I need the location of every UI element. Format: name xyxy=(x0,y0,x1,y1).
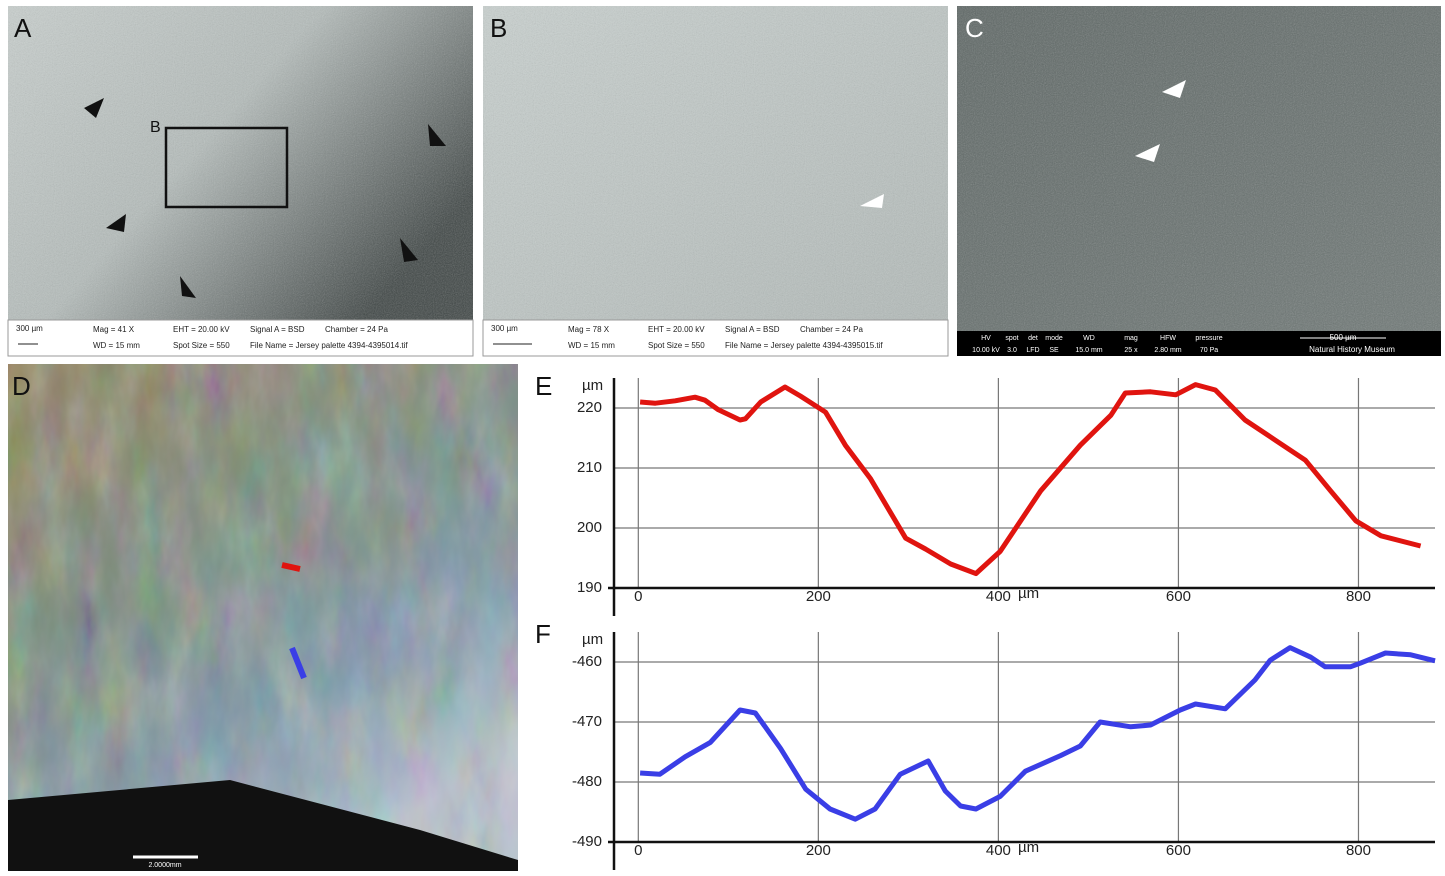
info-text: Chamber = 24 Pa xyxy=(325,325,388,334)
info-text: Signal A = BSD xyxy=(250,325,305,334)
info-text: Signal A = BSD xyxy=(725,325,780,334)
panel-label: B xyxy=(490,13,507,43)
profile-e-marker xyxy=(281,562,301,572)
info-header: HFW xyxy=(1160,335,1176,342)
x-tick-label: 600 xyxy=(1166,588,1191,605)
x-tick-label: 400 xyxy=(986,842,1011,859)
y-tick-label: -470 xyxy=(572,713,602,730)
texture xyxy=(8,6,473,320)
info-text: File Name = Jersey palette 4394-4395014.… xyxy=(250,341,408,350)
scale-label: 300 µm xyxy=(16,324,43,333)
y-tick-label: -460 xyxy=(572,653,602,670)
info-header: spot xyxy=(1005,335,1018,342)
y-tick-label: -490 xyxy=(572,833,602,850)
x-tick-label: 600 xyxy=(1166,842,1191,859)
info-header: WD xyxy=(1083,335,1095,342)
panel-label: D xyxy=(12,371,31,401)
info-header: mode xyxy=(1045,335,1063,342)
x-tick-label: 0 xyxy=(634,842,642,859)
background xyxy=(8,780,518,871)
panel-a: A B 300 µm xyxy=(7,6,474,357)
info-value: LFD xyxy=(1026,347,1039,354)
profile-line xyxy=(639,382,1422,577)
info-value: 2.80 mm xyxy=(1154,347,1181,354)
info-text: WD = 15 mm xyxy=(93,341,140,350)
charts: 0 200 400 600 800 190 200 210 220 E µm µm 0 200 400 600… xyxy=(535,371,1436,870)
scale-label: 2.0000mm xyxy=(148,862,181,869)
info-value: 15.0 mm xyxy=(1075,347,1102,354)
info-text: Chamber = 24 Pa xyxy=(800,325,863,334)
info-text: Spot Size = 550 xyxy=(648,341,705,350)
x-tick-label: 200 xyxy=(806,842,831,859)
arrowheads xyxy=(84,98,446,298)
arrowhead xyxy=(1135,144,1160,162)
panel-label: A xyxy=(14,13,32,43)
y-tick-label: 210 xyxy=(577,459,602,476)
inset-box xyxy=(164,126,289,209)
profile-f-marker xyxy=(289,646,307,680)
scale-label: 500 µm xyxy=(1330,333,1357,342)
inset-label: B xyxy=(150,119,161,136)
info-text: Mag = 78 X xyxy=(568,325,610,334)
info-value: SE xyxy=(1049,347,1059,354)
info-text: Spot Size = 550 xyxy=(173,341,230,350)
info-bar xyxy=(7,319,474,357)
arrowhead xyxy=(860,194,884,208)
info-text: Mag = 41 X EHT = 20.00 kV Signal A = BSD Ch… xyxy=(93,325,1223,354)
panel-label: E xyxy=(535,371,552,401)
x-tick-label: 200 xyxy=(806,588,831,605)
info-value: 10.00 kV xyxy=(972,347,1000,354)
x-tick-label: 400 xyxy=(986,588,1011,605)
x-axis-label: µm xyxy=(1018,839,1039,856)
profile-line xyxy=(639,645,1436,822)
info-value: 3.0 xyxy=(1007,347,1017,354)
y-axis-label: µm xyxy=(582,631,603,648)
info-bar xyxy=(957,331,1441,356)
texture xyxy=(483,6,948,320)
texture xyxy=(957,6,1441,331)
y-axis-label: µm xyxy=(582,377,603,394)
panel-c: C 500 µm Natural History Museum xyxy=(957,6,1441,356)
x-tick-label: 800 xyxy=(1346,588,1371,605)
info-text: EHT = 20.00 kV xyxy=(173,325,230,334)
y-tick-label: 200 xyxy=(577,519,602,536)
info-text: WD = 15 mm xyxy=(568,341,615,350)
info-value: 25 x xyxy=(1124,347,1138,354)
panel-d: D 2.0000mm xyxy=(8,364,518,871)
info-header: det xyxy=(1028,335,1038,342)
info-value: 70 Pa xyxy=(1200,347,1218,354)
x-tick-label: 800 xyxy=(1346,842,1371,859)
y-tick-label: 190 xyxy=(577,579,602,596)
info-header: mag xyxy=(1124,335,1138,342)
info-text: EHT = 20.00 kV xyxy=(648,325,705,334)
texture xyxy=(8,364,518,871)
info-header: HV xyxy=(981,335,991,342)
panel-label: C xyxy=(965,13,984,43)
scale-label: 300 µm xyxy=(491,324,518,333)
info-text: Mag = 41 X xyxy=(93,325,135,334)
x-tick-label: 0 xyxy=(634,588,642,605)
info-bar xyxy=(482,319,949,357)
x-axis-label: µm xyxy=(1018,585,1039,602)
y-tick-label: -480 xyxy=(572,773,602,790)
panel-label: F xyxy=(535,619,551,649)
credit: Natural History Museum xyxy=(1309,345,1395,354)
info-header: pressure xyxy=(1195,335,1222,342)
arrowhead xyxy=(1162,80,1186,98)
panel-b: B 300 µm xyxy=(482,6,949,357)
info-text: File Name = Jersey palette 4394-4395015.… xyxy=(725,341,883,350)
y-tick-label: 220 xyxy=(577,399,602,416)
